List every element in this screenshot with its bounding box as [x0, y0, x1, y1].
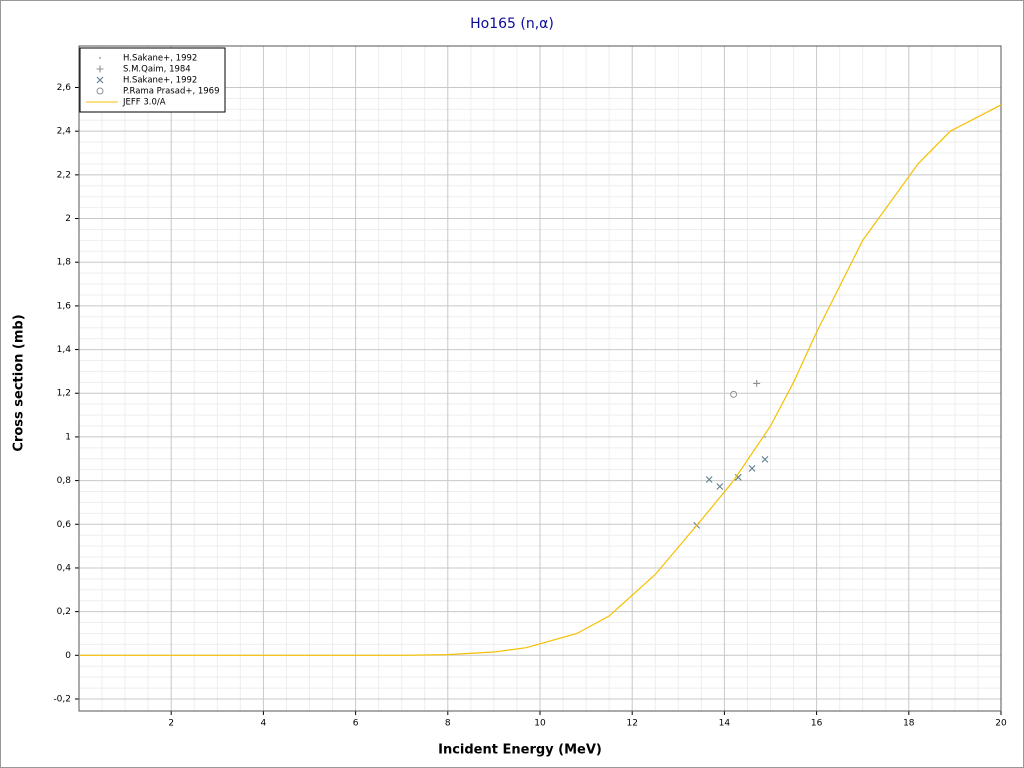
point	[96, 65, 104, 73]
y-tick-label: 0	[65, 651, 71, 661]
y-tick-label: 1,8	[57, 258, 72, 268]
x-tick-label: 8	[445, 719, 451, 729]
point	[96, 87, 104, 95]
point	[716, 483, 724, 490]
x-tick-label: 4	[261, 719, 267, 729]
x-tick-label: 18	[903, 719, 915, 729]
y-tick-label: 1,6	[57, 301, 72, 311]
y-tick-label: 1	[65, 432, 71, 442]
y-tick-label: 0,2	[57, 607, 71, 617]
y-tick-label: 2,4	[57, 127, 72, 137]
y-tick-label: 0,4	[57, 563, 72, 573]
y-tick-label: 0,8	[57, 476, 72, 486]
legend-box	[79, 47, 226, 113]
point	[730, 390, 738, 398]
x-tick-label: 12	[626, 719, 637, 729]
legend-label: H.Sakane+, 1992	[123, 76, 197, 86]
y-tick-label: 1,2	[57, 389, 71, 399]
plot-border	[78, 45, 1002, 712]
x-axis-label: Incident Energy (MeV)	[438, 743, 602, 758]
y-tick-label: 1,4	[57, 345, 72, 355]
point	[761, 456, 769, 463]
point	[763, 435, 766, 438]
legend-label: S.M.Qaim, 1984	[123, 65, 191, 75]
y-axis-label: Cross section (mb)	[12, 314, 27, 451]
x-tick-label: 6	[353, 719, 359, 729]
point	[753, 379, 761, 387]
legend-label: JEFF 3.0/A	[122, 98, 166, 108]
y-tick-label: 2	[65, 214, 71, 224]
x-tick-label: 16	[811, 719, 823, 729]
y-tick-label: 2,6	[57, 83, 72, 93]
point	[705, 476, 713, 483]
legend-label: H.Sakane+, 1992	[123, 54, 197, 64]
x-tick-label: 10	[534, 719, 546, 729]
x-tick-label: 14	[719, 719, 731, 729]
x-tick-label: 2	[168, 719, 174, 729]
point	[99, 57, 101, 59]
chart-title: Ho165 (n,α)	[470, 16, 554, 32]
point	[734, 473, 742, 481]
point	[748, 464, 756, 472]
point	[96, 76, 104, 84]
line	[79, 104, 1002, 656]
legend-label: P.Rama Prasad+, 1969	[123, 87, 220, 97]
y-tick-label: -0,2	[53, 694, 71, 704]
y-tick-label: 0,6	[57, 520, 72, 530]
x-tick-label: 20	[995, 719, 1007, 729]
y-tick-label: 2,2	[57, 170, 71, 180]
